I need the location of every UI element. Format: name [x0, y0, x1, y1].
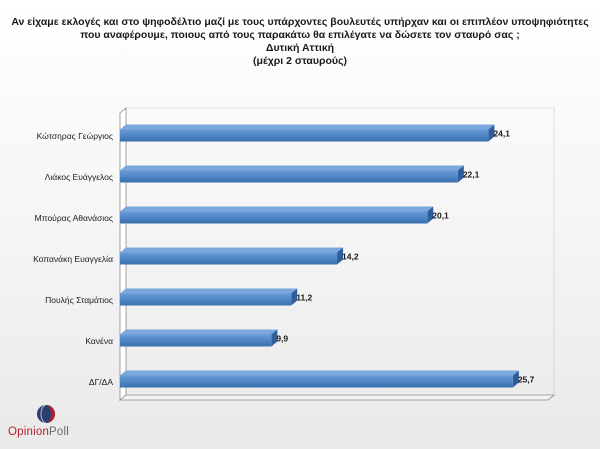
bar-end-face [488, 124, 495, 142]
category-label: ΔΓ/ΔΑ [89, 377, 113, 387]
bar-end-face [337, 247, 344, 265]
bar-top-face [120, 165, 464, 171]
bar [120, 129, 489, 142]
data-label: 22,1 [463, 170, 480, 180]
bar-end-face [512, 370, 519, 388]
bar-top-face [120, 247, 344, 253]
category-label: Πουλής Σταμάτιος [45, 295, 113, 305]
bar-end-face [271, 329, 278, 347]
bar [120, 170, 458, 183]
bar [120, 293, 292, 306]
bar-top-face [120, 288, 298, 294]
title-line-2: που αναφέρουμε, ποιους από τους παρακάτω… [80, 29, 520, 41]
bar-end-face [291, 288, 298, 306]
bar-top-face [120, 329, 278, 335]
logo-globe-icon [37, 404, 55, 424]
data-label: 11,2 [296, 293, 312, 303]
bar [120, 211, 428, 224]
bar [120, 375, 513, 388]
category-label: Κανένα [85, 336, 113, 346]
bar-top-face [120, 370, 519, 376]
data-label: 20,1 [432, 211, 449, 221]
category-label: Λιάκος Ευάγγελος [45, 172, 113, 182]
logo-wordmark: OpinionPoll [8, 426, 69, 438]
bar-top-face [120, 124, 495, 130]
bar-end-face [427, 206, 434, 224]
bar-top-face [120, 206, 434, 212]
bar-end-face [457, 165, 464, 183]
chart-frame [118, 107, 556, 401]
chart-bars [120, 124, 519, 388]
data-label: 24,1 [493, 129, 510, 139]
logo-word-poll: Poll [49, 426, 70, 438]
data-label: 14,2 [342, 252, 359, 262]
category-label: Μπούρας Αθανάσιος [35, 213, 113, 223]
chart-title: Αν είχαμε εκλογές και στο ψηφοδέλτιο μαζ… [10, 16, 590, 68]
bar [120, 334, 272, 347]
opinionpoll-logo: OpinionPoll [8, 404, 98, 444]
category-label: Κώτσηρας Γεώργιος [37, 131, 113, 141]
chart-labels: Κώτσηρας Γεώργιος 24,1 Λιάκος Ευάγγελος 22,… [33, 129, 535, 388]
title-line-3: Δυτική Αττική [265, 42, 335, 54]
logo-word-opinion: Opinion [8, 426, 50, 438]
title-line-4: (μέχρι 2 σταυρούς) [253, 55, 347, 67]
x-axis-floor [118, 394, 556, 401]
bar [120, 252, 338, 265]
title-line-1: Αν είχαμε εκλογές και στο ψηφοδέλτιο μαζ… [11, 16, 589, 28]
data-label: 9,9 [276, 334, 288, 344]
data-label: 25,7 [518, 375, 535, 385]
category-label: Κοπανάκη Ευαγγελία [33, 254, 113, 264]
